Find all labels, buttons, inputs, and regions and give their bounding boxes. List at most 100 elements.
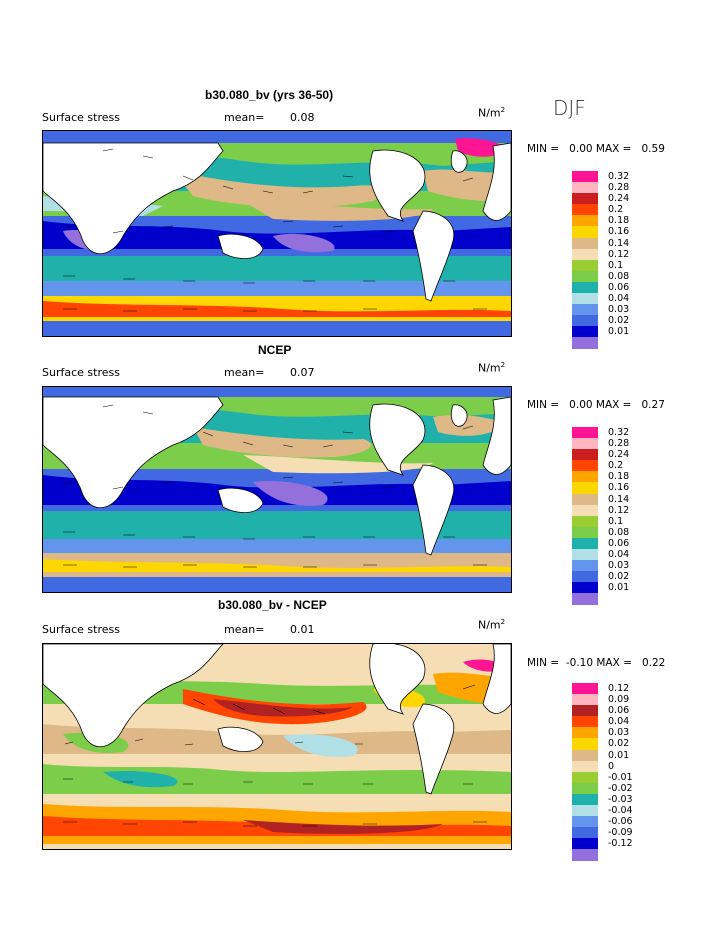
legend-swatch xyxy=(572,694,598,706)
legend-row: 0.03 xyxy=(572,304,642,316)
legend-row: 0.02 xyxy=(572,571,642,583)
legend-label: -0.06 xyxy=(608,816,633,828)
legend-label: 0.02 xyxy=(608,738,630,750)
legend-swatch xyxy=(572,281,598,294)
legend-swatch xyxy=(572,827,598,839)
legend-swatch xyxy=(572,793,598,806)
legend-row: 0.09 xyxy=(572,694,642,706)
legend-label: 0.24 xyxy=(608,193,630,205)
legend-label: -0.12 xyxy=(608,838,633,850)
legend-label: 0.03 xyxy=(608,304,630,316)
legend-swatch xyxy=(572,782,598,794)
legend-label: 0.24 xyxy=(608,449,630,461)
panel-3-title: b30.080_bv - NCEP xyxy=(218,598,327,612)
legend-label: 0.09 xyxy=(608,694,630,706)
legend-row: 0.2 xyxy=(572,204,642,216)
legend-swatch xyxy=(572,215,598,227)
panel-1-title: b30.080_bv (yrs 36-50) xyxy=(205,88,334,102)
legend-label: 0.32 xyxy=(608,427,630,438)
legend-swatch xyxy=(572,326,598,338)
legend-swatch xyxy=(572,293,598,305)
legend-swatch xyxy=(572,460,598,472)
legend-label: 0.32 xyxy=(608,171,630,182)
legend-swatch xyxy=(572,193,598,205)
legend-row: 0.08 xyxy=(572,526,642,538)
legend-swatch xyxy=(572,593,598,605)
legend-swatch xyxy=(572,760,598,772)
panel-2-minmax: MIN = 0.00 MAX = 0.27 xyxy=(527,399,665,411)
legend-swatch xyxy=(572,705,598,717)
legend-swatch xyxy=(572,771,598,783)
legend-label: -0.03 xyxy=(608,793,633,805)
panel-1-mean-label: mean= xyxy=(224,111,265,124)
legend-label: 0.1 xyxy=(608,515,624,527)
legend-label: 0.14 xyxy=(608,237,630,249)
legend-swatch xyxy=(572,805,598,817)
legend-swatch xyxy=(572,727,598,739)
legend-swatch xyxy=(572,259,598,271)
legend-label: -0.02 xyxy=(608,782,633,794)
legend-label: 0.08 xyxy=(608,526,630,538)
legend-label: -0.01 xyxy=(608,771,633,783)
legend-label: 0.01 xyxy=(608,326,630,338)
panel-3-minmax: MIN = -0.10 MAX = 0.22 xyxy=(527,657,666,669)
legend-swatch xyxy=(572,337,598,349)
legend-label: -0.04 xyxy=(608,805,633,817)
panel-2-mean-value: 0.07 xyxy=(290,366,315,379)
panel-2-map xyxy=(42,386,512,593)
legend-swatch xyxy=(572,537,598,550)
legend-label: 0.01 xyxy=(608,749,630,761)
legend-swatch xyxy=(572,738,598,750)
legend-row: 0.16 xyxy=(572,226,642,238)
panel-1-field: Surface stress xyxy=(42,111,120,124)
legend-label: 0.12 xyxy=(608,504,630,516)
legend-label: 0.16 xyxy=(608,226,630,238)
legend-label: 0.06 xyxy=(608,281,630,293)
legend-swatch xyxy=(572,549,598,561)
legend-row: 0.04 xyxy=(572,549,642,561)
legend-label: 0.03 xyxy=(608,727,630,739)
legend-swatch xyxy=(572,816,598,828)
legend-label: 0.1 xyxy=(608,259,624,271)
panel-3-map xyxy=(42,643,512,850)
legend-row: 0 xyxy=(572,760,642,772)
legend-swatch xyxy=(572,526,598,538)
legend-row: 0.03 xyxy=(572,727,642,739)
panel-2-field: Surface stress xyxy=(42,366,120,379)
legend-row: 0.04 xyxy=(572,293,642,305)
legend-row: 0.01 xyxy=(572,582,642,594)
legend-label: 0.01 xyxy=(608,582,630,594)
legend-row: 0.06 xyxy=(572,705,642,717)
legend-row: 0.14 xyxy=(572,237,642,249)
legend-swatch xyxy=(572,427,598,439)
legend-swatch xyxy=(572,171,598,183)
legend-swatch xyxy=(572,248,598,260)
legend-swatch xyxy=(572,304,598,316)
panel-2-title: NCEP xyxy=(258,343,292,357)
legend-row: 0.12 xyxy=(572,248,642,260)
panel-1-minmax: MIN = 0.00 MAX = 0.59 xyxy=(527,143,665,155)
legend-label: 0.2 xyxy=(608,204,624,216)
panel-2-units: N/m2 xyxy=(478,361,506,375)
legend-row: -0.01 xyxy=(572,771,642,783)
legend-label: 0.16 xyxy=(608,482,630,494)
panel-1-legend: 0.32 0.28 0.24 0.2 0.18 0.16 0.14 0.12 0.1 0.08 0.… xyxy=(572,171,642,349)
legend-swatch xyxy=(572,471,598,483)
legend-swatch xyxy=(572,683,598,695)
legend-row: 0.18 xyxy=(572,215,642,227)
panel-2-mean-label: mean= xyxy=(224,366,265,379)
legend-label: 0.18 xyxy=(608,215,630,227)
legend-label: 0.02 xyxy=(608,571,630,583)
season-label: DJF xyxy=(553,96,586,120)
legend-label: 0.12 xyxy=(608,248,630,260)
legend-label: 0.28 xyxy=(608,438,630,450)
legend-row: 0.04 xyxy=(572,716,642,728)
legend-label: 0.14 xyxy=(608,493,630,505)
legend-row: 0.16 xyxy=(572,482,642,494)
panel-2-legend: 0.32 0.28 0.24 0.2 0.18 0.16 0.14 0.12 0.1 0.08 0.… xyxy=(572,427,642,605)
legend-label: 0.06 xyxy=(608,537,630,549)
legend-row: 0.28 xyxy=(572,438,642,450)
legend-row: 0.12 xyxy=(572,504,642,516)
legend-row: 0.06 xyxy=(572,281,642,294)
